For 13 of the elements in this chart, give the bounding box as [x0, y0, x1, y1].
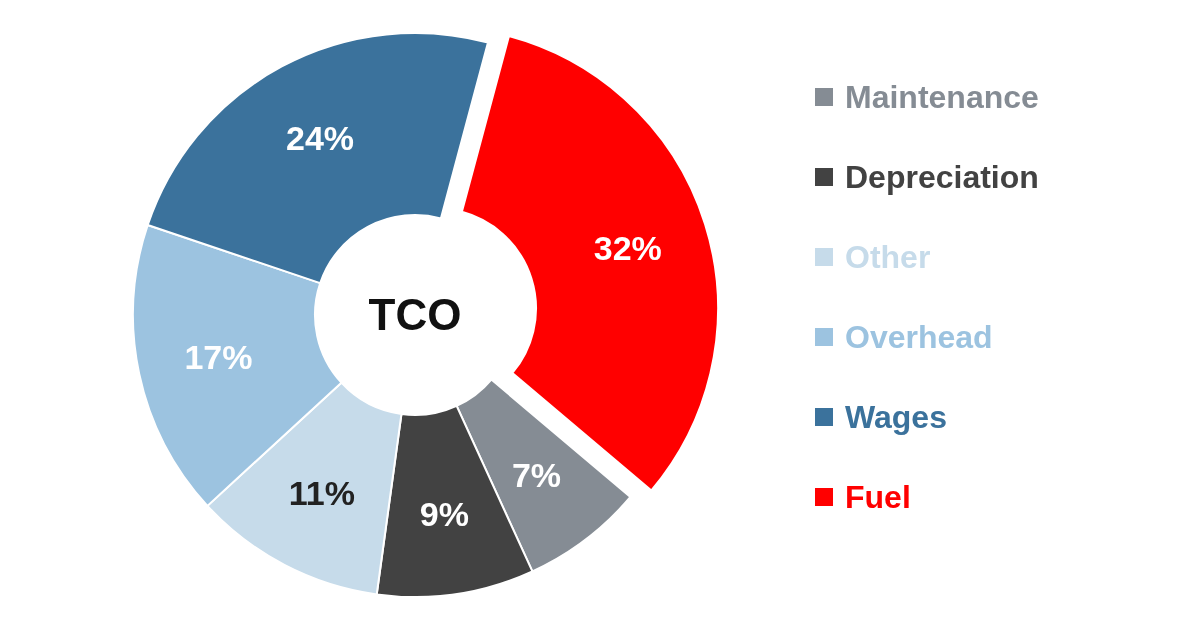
legend-label: Other — [845, 239, 931, 276]
legend-label: Fuel — [845, 479, 911, 516]
data-label: 24% — [285, 118, 355, 157]
legend-label: Depreciation — [845, 159, 1039, 196]
data-label: 32% — [593, 229, 662, 268]
data-label: 9% — [419, 494, 469, 533]
text: TCO — [368, 290, 462, 340]
legend-label: Wages — [845, 399, 947, 436]
data-label: 11% — [288, 474, 355, 513]
legend-label: Maintenance — [845, 79, 1039, 116]
data-label: 17% — [184, 337, 253, 376]
data-label: 7% — [511, 456, 562, 494]
legend-label: Overhead — [845, 319, 993, 356]
